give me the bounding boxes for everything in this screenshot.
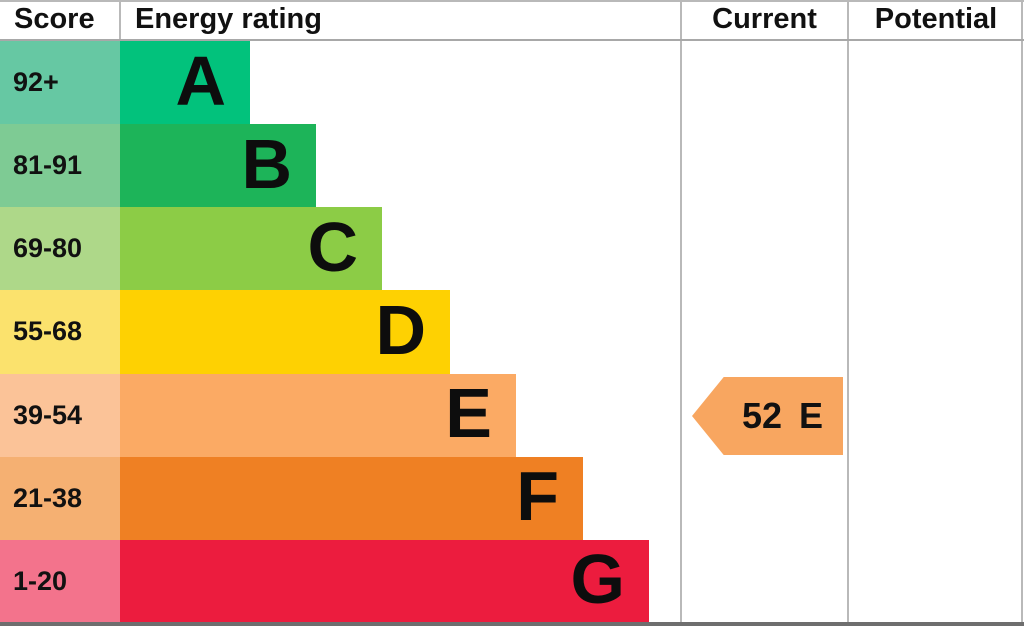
rating-bar-g: G (120, 539, 649, 623)
score-range-e: 39-54 (0, 373, 120, 457)
current-rating-arrow: 52 E (692, 377, 843, 455)
grade-letter-b: B (241, 124, 292, 203)
header-energy-rating: Energy rating (135, 3, 322, 35)
current-grade-letter: E (799, 395, 824, 436)
grade-letter-e: E (445, 374, 492, 453)
rating-bands: 92+ A 81-91 B 69-80 C 55-68 D 39-54 E 21… (0, 41, 1024, 623)
header-score: Score (14, 3, 95, 35)
grade-letter-a: A (175, 41, 226, 120)
header-potential: Potential (874, 3, 998, 35)
band-row-f: 21-38 F (0, 456, 1024, 540)
band-row-d: 55-68 D (0, 290, 1024, 374)
current-column-divider (680, 0, 682, 622)
grade-letter-d: D (375, 290, 426, 369)
rating-bar-b: B (120, 124, 316, 208)
band-row-c: 69-80 C (0, 207, 1024, 291)
rating-bar-c: C (120, 207, 382, 291)
score-range-f: 21-38 (0, 456, 120, 540)
grade-letter-f: F (516, 457, 559, 536)
rating-bar-a: A (120, 41, 250, 125)
band-row-e: 39-54 E (0, 373, 1024, 457)
band-row-g: 1-20 G (0, 539, 1024, 623)
score-range-b: 81-91 (0, 124, 120, 208)
bottom-border (0, 622, 1024, 626)
score-range-g: 1-20 (0, 539, 120, 623)
header-score-divider (119, 0, 121, 40)
grade-letter-g: G (570, 540, 625, 619)
current-score-value: 52 (741, 395, 783, 436)
grade-letter-c: C (307, 207, 358, 286)
rating-bar-f: F (120, 456, 583, 540)
rating-bar-d: D (120, 290, 450, 374)
band-row-b: 81-91 B (0, 124, 1024, 208)
header-row: Score Energy rating Current Potential (0, 0, 1024, 40)
right-edge-border (1021, 0, 1023, 622)
potential-column-divider (847, 0, 849, 622)
score-range-a: 92+ (0, 41, 120, 125)
band-row-a: 92+ A (0, 41, 1024, 125)
rating-bar-e: E (120, 373, 516, 457)
header-current: Current (712, 3, 817, 35)
score-range-c: 69-80 (0, 207, 120, 291)
score-range-d: 55-68 (0, 290, 120, 374)
header-bottom-border (0, 39, 1024, 41)
top-border (0, 0, 1024, 2)
